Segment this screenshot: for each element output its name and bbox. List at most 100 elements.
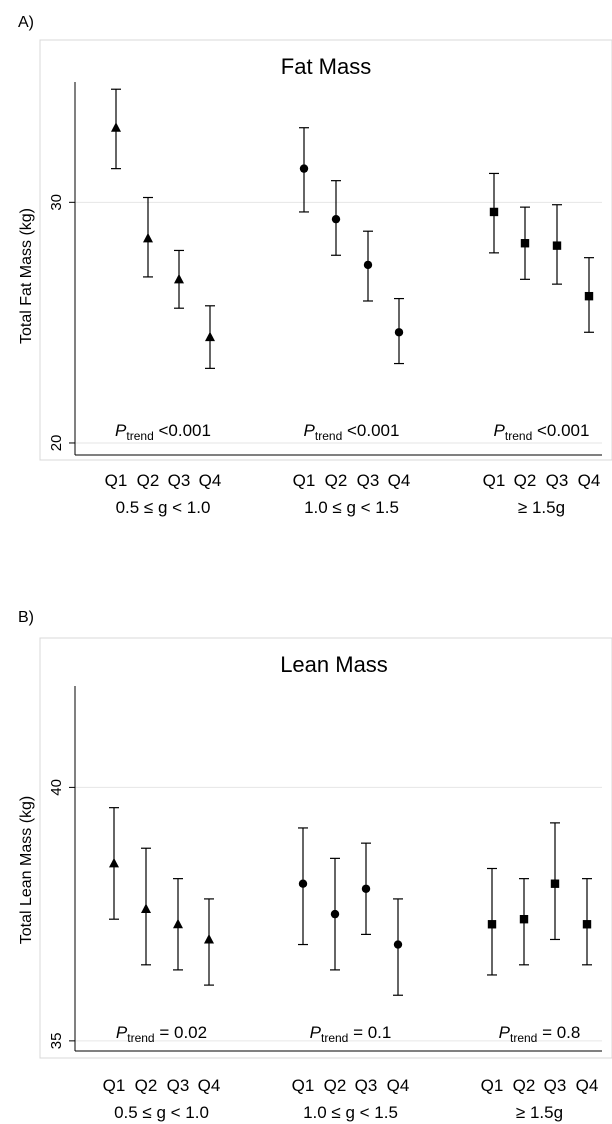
group-label: 1.0 ≤ g < 1.5 bbox=[303, 1103, 398, 1122]
x-tick-label: Q3 bbox=[168, 471, 191, 490]
data-point-square bbox=[584, 291, 594, 301]
x-tick-label: Q4 bbox=[387, 1076, 410, 1095]
data-point-square bbox=[489, 207, 499, 217]
y-axis-label: Total Fat Mass (kg) bbox=[18, 208, 35, 344]
p-symbol: P bbox=[116, 1023, 128, 1042]
p-symbol: P bbox=[494, 421, 506, 440]
panel-b: B) Lean Mass 35 40 Total Lean Mass (kg) P… bbox=[18, 609, 612, 1122]
p-symbol: P bbox=[304, 421, 316, 440]
data-point-circle bbox=[394, 328, 404, 337]
x-tick-label: Q1 bbox=[105, 471, 128, 490]
p-symbol: P bbox=[115, 421, 127, 440]
data-point-square bbox=[520, 239, 530, 248]
data-point-triangle bbox=[205, 331, 215, 342]
x-tick-label: Q4 bbox=[578, 471, 601, 490]
group-label: 0.5 ≤ g < 1.0 bbox=[114, 1103, 209, 1122]
x-tick-label: Q4 bbox=[199, 471, 222, 490]
data-point-circle bbox=[331, 214, 341, 224]
y-tick-label: 40 bbox=[48, 779, 65, 796]
p-subscript: trend bbox=[315, 429, 342, 443]
data-point-square bbox=[552, 241, 562, 250]
y-tick-label: 30 bbox=[48, 194, 65, 211]
p-symbol: P bbox=[310, 1023, 322, 1042]
gridlines bbox=[75, 201, 602, 444]
x-tick-label: Q1 bbox=[292, 1076, 315, 1095]
data-point-circle bbox=[361, 884, 371, 893]
x-tick-label: Q2 bbox=[324, 1076, 347, 1095]
x-tick-label: Q2 bbox=[325, 471, 348, 490]
x-tick-label: Q3 bbox=[546, 471, 569, 490]
x-tick-label: Q1 bbox=[103, 1076, 126, 1095]
data-point-triangle bbox=[174, 273, 184, 284]
plot-frame bbox=[39, 637, 612, 1059]
data-point-triangle bbox=[111, 122, 121, 132]
plot-frame bbox=[39, 39, 612, 461]
x-tick-label: Q2 bbox=[514, 471, 537, 490]
data-point-square bbox=[487, 920, 497, 929]
p-subscript: trend bbox=[505, 429, 532, 443]
data-point-circle bbox=[363, 260, 373, 270]
data-point-circle bbox=[393, 940, 403, 949]
data-point-triangle bbox=[204, 933, 214, 944]
x-tick-label: Q1 bbox=[293, 471, 316, 490]
y-tick-label: 35 bbox=[48, 1033, 65, 1050]
p-value: <0.001 bbox=[532, 421, 589, 440]
p-symbol: P bbox=[499, 1023, 511, 1042]
p-trend-annotation: Ptrend <0.001 bbox=[115, 421, 211, 443]
x-tick-label: Q1 bbox=[481, 1076, 504, 1095]
x-tick-label: Q2 bbox=[137, 471, 160, 490]
data-point-square bbox=[550, 879, 560, 888]
data-point-circle bbox=[299, 164, 309, 173]
x-tick-label: Q2 bbox=[135, 1076, 158, 1095]
data-point-triangle bbox=[141, 903, 151, 914]
x-tick-label: Q3 bbox=[167, 1076, 190, 1095]
x-tick-label: Q4 bbox=[576, 1076, 599, 1095]
p-value: = 0.1 bbox=[348, 1023, 391, 1042]
y-tick-label: 20 bbox=[48, 435, 65, 452]
p-trend-annotation: Ptrend = 0.02 bbox=[116, 1023, 207, 1045]
data-point-circle bbox=[298, 879, 308, 888]
x-tick-label: Q4 bbox=[388, 471, 411, 490]
x-tick-label: Q2 bbox=[513, 1076, 536, 1095]
group-label: 1.0 ≤ g < 1.5 bbox=[304, 498, 399, 517]
p-subscript: trend bbox=[510, 1031, 537, 1045]
p-subscript: trend bbox=[127, 1031, 154, 1045]
data-point-triangle bbox=[173, 918, 183, 929]
panel-label: B) bbox=[18, 609, 34, 626]
x-tick-label: Q3 bbox=[544, 1076, 567, 1095]
data-point-triangle bbox=[143, 232, 153, 243]
chart-title: Fat Mass bbox=[281, 54, 371, 79]
x-tick-label: Q4 bbox=[198, 1076, 221, 1095]
data-point-triangle bbox=[109, 857, 119, 868]
x-tick-label: Q3 bbox=[355, 1076, 378, 1095]
group-label: 0.5 ≤ g < 1.0 bbox=[116, 498, 211, 517]
group-label: ≥ 1.5g bbox=[516, 1103, 563, 1122]
data-marks: Ptrend <0.001 Ptrend <0.001 Ptrend <0.001 bbox=[111, 88, 594, 443]
p-value: = 0.8 bbox=[537, 1023, 580, 1042]
p-trend-annotation: Ptrend <0.001 bbox=[304, 421, 400, 443]
x-tick-label: Q1 bbox=[483, 471, 506, 490]
panel-label: A) bbox=[18, 14, 34, 31]
x-axis-labels: Q1 Q2 Q3 Q4 0.5 ≤ g < 1.0 Q1 Q2 Q3 Q4 1.0 ≤ g < 1… bbox=[103, 1076, 599, 1122]
x-tick-label: Q3 bbox=[357, 471, 380, 490]
p-value: = 0.02 bbox=[155, 1023, 207, 1042]
gridlines bbox=[75, 786, 602, 1042]
y-axis-label: Total Lean Mass (kg) bbox=[18, 796, 35, 945]
p-trend-annotation: Ptrend = 0.8 bbox=[499, 1023, 581, 1045]
x-axis-labels: Q1 Q2 Q3 Q4 0.5 ≤ g < 1.0 Q1 Q2 Q3 Q4 1.0 ≤ g < 1… bbox=[105, 471, 601, 517]
axes: 35 40 bbox=[48, 686, 602, 1052]
p-value: <0.001 bbox=[342, 421, 399, 440]
chart-title: Lean Mass bbox=[280, 652, 388, 677]
group-label: ≥ 1.5g bbox=[518, 498, 565, 517]
p-value: <0.001 bbox=[154, 421, 211, 440]
p-trend-annotation: Ptrend = 0.1 bbox=[310, 1023, 392, 1045]
p-subscript: trend bbox=[126, 429, 153, 443]
data-marks: Ptrend = 0.02 Ptrend = 0.1 Ptrend = 0.8 bbox=[109, 807, 592, 1045]
p-subscript: trend bbox=[321, 1031, 348, 1045]
data-point-circle bbox=[330, 909, 340, 919]
data-point-square bbox=[582, 920, 592, 929]
p-trend-annotation: Ptrend <0.001 bbox=[494, 421, 590, 443]
